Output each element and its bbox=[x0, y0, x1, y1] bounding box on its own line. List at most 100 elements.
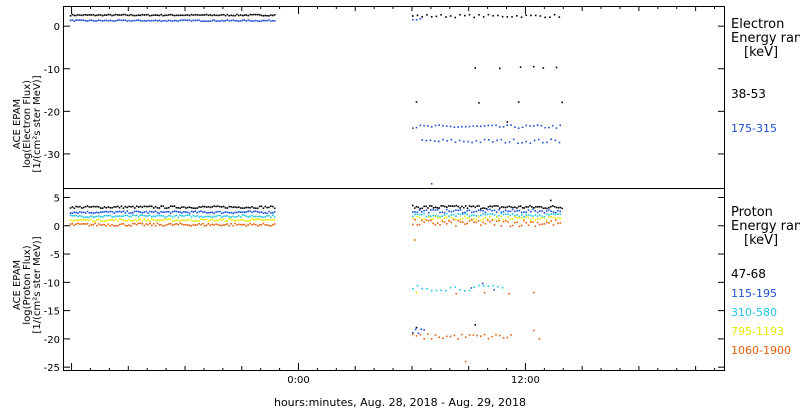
electron-point-175-315-seg0 bbox=[273, 20, 276, 22]
proton-point-795-1193-seg1 bbox=[493, 218, 496, 221]
proton-legend-title-3: [keV] bbox=[744, 233, 778, 248]
proton-point-310-580-seg0 bbox=[258, 215, 261, 218]
proton-point-115-195-seg0 bbox=[84, 212, 87, 214]
proton-point-47-68-seg0 bbox=[200, 206, 202, 208]
electron-point-38-53-seg0 bbox=[213, 14, 215, 16]
proton-point-1060-1900-seg1 bbox=[509, 225, 512, 228]
proton-point-795-1193-seg0 bbox=[247, 220, 249, 222]
proton-point-115-195-extra-0 bbox=[470, 287, 473, 289]
proton-point-1060-1900-seg1 bbox=[527, 224, 530, 227]
proton-point-1060-1900-seg1 bbox=[489, 220, 491, 223]
proton-point-795-1193-seg0 bbox=[156, 219, 159, 221]
proton-point-115-195-seg0 bbox=[175, 210, 178, 213]
electron-point-38-53-seg0 bbox=[69, 15, 72, 17]
proton-point-310-580-seg0 bbox=[249, 215, 251, 218]
electron-point-175-315-seg0 bbox=[162, 20, 164, 22]
electron-point-175-315-seg2 bbox=[427, 125, 429, 127]
proton-data-marks bbox=[69, 199, 563, 363]
electron-point-175-315-seg0 bbox=[243, 19, 246, 21]
proton-point-310-580-seg0 bbox=[154, 215, 157, 218]
electron-point-38-53-seg1 bbox=[416, 14, 419, 17]
proton-point-795-1193-seg0 bbox=[177, 219, 180, 221]
proton-point-115-195-seg0 bbox=[79, 211, 81, 213]
proton-point-310-580-seg0 bbox=[111, 216, 113, 218]
electron-point-175-315-seg2 bbox=[449, 125, 452, 128]
proton-point-115-195-seg0 bbox=[273, 211, 276, 213]
proton-point-795-1193-seg1 bbox=[548, 215, 550, 218]
proton-point-1060-1900-seg0 bbox=[82, 223, 85, 225]
electron-point-38-53-seg0 bbox=[251, 13, 253, 16]
proton-point-310-580-seg0 bbox=[171, 216, 174, 219]
electron-point-175-315-seg0 bbox=[69, 19, 72, 22]
electron-point-175-315-seg0 bbox=[160, 20, 162, 23]
proton-point-115-195-seg0 bbox=[99, 211, 102, 213]
electron-point-175-315-seg3 bbox=[458, 139, 461, 142]
electron-point-175-315-seg1 bbox=[412, 19, 414, 21]
proton-point-310-580-seg1 bbox=[425, 215, 428, 218]
proton-point-795-1193-seg0 bbox=[219, 218, 221, 221]
proton-point-310-580-seg1 bbox=[507, 213, 509, 215]
electron-point-175-315-seg0 bbox=[99, 19, 102, 22]
proton-point-115-195-seg1 bbox=[491, 209, 493, 212]
proton-point-47-68-seg0 bbox=[158, 207, 161, 209]
proton-point-1060-1900-seg1 bbox=[416, 224, 419, 226]
proton-point-115-195-seg1 bbox=[554, 211, 557, 214]
x-axis-label: hours:minutes, Aug. 28, 2018 - Aug. 29, … bbox=[274, 396, 526, 409]
x-tick-label: 0:00 bbox=[287, 375, 309, 386]
proton-point-795-1193-seg0 bbox=[113, 219, 115, 222]
electron-point-38-53-seg0 bbox=[92, 13, 94, 16]
electron-legend-item-175-315: 175-315 bbox=[731, 122, 777, 135]
electron-point-38-53-seg0 bbox=[247, 14, 249, 17]
proton-point-47-68-seg1 bbox=[468, 205, 471, 207]
electron-point-175-315-seg3 bbox=[533, 139, 536, 142]
proton-point-310-580-seg1 bbox=[502, 213, 505, 216]
proton-point-310-580-seg1 bbox=[525, 214, 527, 216]
proton-point-310-580-seg0 bbox=[230, 216, 232, 218]
proton-point-47-68-seg0 bbox=[120, 205, 123, 207]
proton-point-47-68-seg1 bbox=[548, 206, 550, 209]
electron-point-175-315-seg3 bbox=[525, 140, 527, 143]
electron-point-175-315-seg0 bbox=[232, 19, 234, 22]
proton-point-1060-1900-seg1 bbox=[507, 221, 509, 223]
proton-point-47-68-seg0 bbox=[151, 205, 153, 208]
proton-point-115-195-seg0 bbox=[209, 211, 212, 214]
proton-point-1060-1900-seg0 bbox=[179, 222, 181, 225]
proton-point-310-580-seg1 bbox=[532, 215, 534, 217]
electron-point-38-53-seg0 bbox=[226, 13, 229, 16]
electron-point-175-315-seg0 bbox=[156, 20, 159, 22]
proton-point-795-1193-seg1 bbox=[486, 218, 489, 221]
electron-point-38-53-seg0 bbox=[230, 14, 232, 17]
proton-point-1060-1900-seg2 bbox=[449, 335, 452, 338]
proton-point-310-580-seg0 bbox=[145, 215, 147, 217]
proton-point-310-580-seg1 bbox=[539, 214, 541, 216]
proton-point-310-580-seg0 bbox=[92, 216, 94, 218]
proton-point-310-580-seg0 bbox=[222, 215, 225, 218]
proton-point-795-1193-seg0 bbox=[256, 218, 259, 220]
proton-point-47-68-seg1 bbox=[474, 206, 476, 209]
proton-point-47-68-seg0 bbox=[186, 206, 189, 209]
proton-point-795-1193-seg1 bbox=[439, 216, 441, 219]
proton-point-795-1193-seg1 bbox=[539, 218, 541, 220]
electron-point-175-315-seg2 bbox=[510, 124, 512, 126]
proton-point-47-68-seg1 bbox=[466, 207, 469, 210]
proton-point-795-1193-seg0 bbox=[105, 220, 108, 222]
proton-point-115-195-seg1 bbox=[457, 209, 459, 212]
proton-point-47-68-seg0 bbox=[236, 206, 238, 209]
proton-point-1060-1900-seg1 bbox=[498, 220, 500, 222]
proton-point-115-195-seg0 bbox=[103, 210, 106, 213]
electron-point-38-53-seg1 bbox=[497, 14, 499, 17]
electron-point-38-53-seg1 bbox=[544, 16, 546, 19]
proton-point-47-68-seg1 bbox=[464, 205, 467, 207]
proton-point-115-195-seg0 bbox=[270, 212, 272, 214]
electron-plot-frame bbox=[63, 6, 725, 189]
proton-point-47-68-seg0 bbox=[135, 205, 138, 207]
proton-point-1060-1900-seg1 bbox=[557, 222, 559, 225]
proton-point-115-195-seg2 bbox=[412, 331, 414, 334]
proton-point-795-1193-seg0 bbox=[94, 220, 96, 222]
proton-point-310-580-seg1 bbox=[450, 214, 453, 216]
proton-point-310-580-seg0 bbox=[270, 216, 272, 219]
proton-point-47-68-seg0 bbox=[88, 206, 91, 208]
proton-point-47-68-seg0 bbox=[99, 207, 102, 209]
electron-point-175-315-seg2 bbox=[438, 124, 440, 126]
proton-point-47-68-extra-1 bbox=[415, 326, 418, 329]
